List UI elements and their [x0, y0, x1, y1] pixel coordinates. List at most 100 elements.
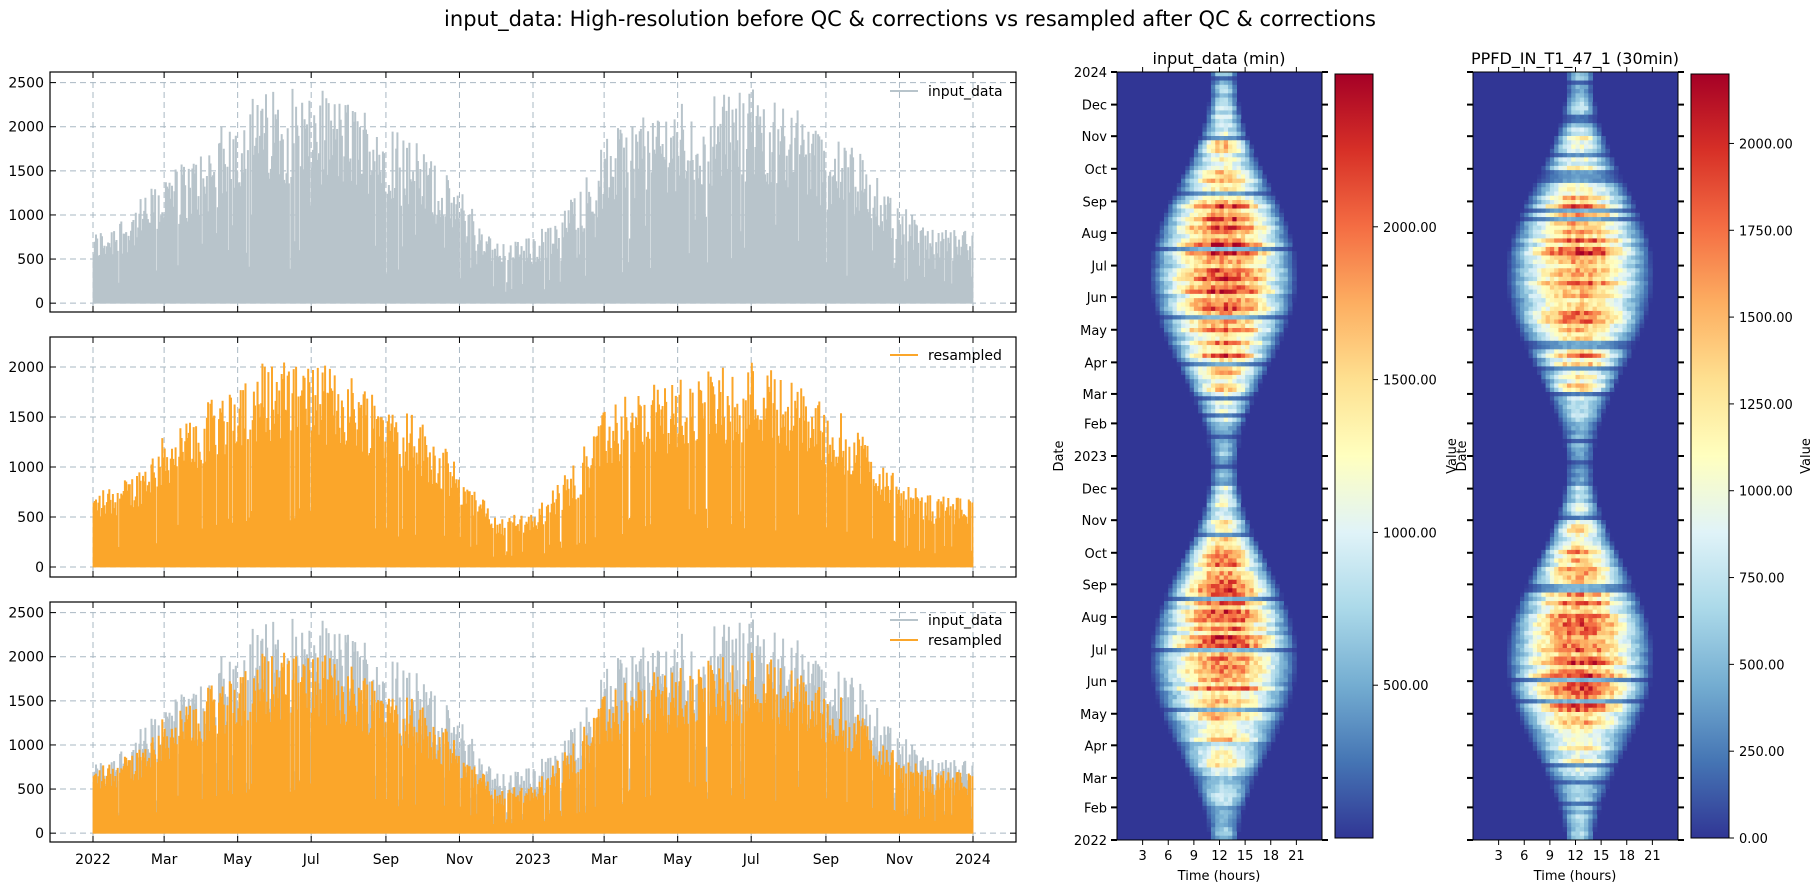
heatmap-cell: [1232, 157, 1237, 162]
heatmap-cell: [1232, 801, 1237, 807]
heatmap-cell: [1215, 383, 1220, 389]
heatmap-cell: [1206, 310, 1212, 316]
heatmap-cell: [1266, 204, 1272, 209]
heatmap-cell: [1592, 110, 1598, 116]
heatmap-cell: [1155, 626, 1161, 632]
heatmap-cell: [1283, 310, 1289, 316]
heatmap-cell: [1275, 699, 1280, 704]
heatmap-cell: [1176, 234, 1182, 239]
heatmap-cell: [1219, 136, 1225, 141]
ytick-label: 500: [17, 510, 44, 526]
heatmap-cell: [1618, 208, 1623, 214]
heatmap-cell: [1648, 276, 1653, 282]
heatmap-cell: [1605, 276, 1611, 282]
heatmap-cell: [1228, 332, 1233, 337]
heatmap-cell: [1257, 362, 1263, 367]
heatmap-cell: [1232, 831, 1237, 837]
heatmap-cell: [1287, 665, 1293, 670]
heatmap-cell: [1515, 242, 1521, 248]
heatmap-cell: [1236, 537, 1242, 542]
heatmap-cell: [1202, 229, 1208, 235]
heatmap-cell: [1202, 302, 1208, 308]
heatmap-cell: [1215, 669, 1220, 674]
heatmap-cell: [1524, 251, 1529, 256]
heatmap-cell: [1605, 178, 1611, 184]
heatmap-cell: [1210, 319, 1216, 325]
heatmap-cell: [1159, 656, 1165, 662]
heatmap-cell: [1519, 225, 1525, 231]
heatmap-cell: [1253, 229, 1259, 235]
heatmap-cell: [1219, 264, 1225, 269]
heatmap-cell: [1592, 178, 1598, 184]
heatmap-cell: [1541, 204, 1546, 209]
heatmap-cell: [1176, 293, 1182, 299]
heatmap-cell: [1537, 229, 1542, 235]
heatmap-cell: [1613, 217, 1619, 222]
heatmap-cell: [1185, 374, 1190, 380]
heatmap-cell: [1210, 285, 1216, 290]
heatmap-cell: [1202, 118, 1208, 124]
heatmap-cell: [1236, 178, 1242, 184]
heatmap-cell: [1206, 443, 1212, 448]
heatmap-cell: [1210, 601, 1216, 606]
heatmap-cell: [1236, 379, 1242, 384]
heatmap-cell: [1210, 729, 1216, 734]
heatmap-cell: [1228, 699, 1233, 704]
heatmap-cell: [1223, 780, 1229, 785]
heatmap-cell: [1151, 648, 1156, 653]
heatmap-cell: [1223, 302, 1229, 308]
heatmap-cell: [1236, 584, 1242, 589]
heatmap-cell: [1579, 161, 1585, 167]
heatmap-cell: [1210, 460, 1216, 465]
heatmap-cell: [1168, 234, 1173, 239]
heatmap-cell: [1266, 630, 1272, 636]
heatmap-cell: [1528, 251, 1534, 256]
heatmap-cell: [1545, 170, 1551, 175]
heatmap-cell: [1245, 204, 1250, 209]
heatmap-cell: [1210, 328, 1216, 333]
heatmap-cell: [1545, 200, 1551, 205]
heatmap-cell: [1609, 212, 1615, 218]
heatmap-cell: [1240, 801, 1246, 807]
heatmap-cell: [1185, 605, 1190, 610]
heatmap-cell: [1257, 712, 1263, 717]
heatmap-cell: [1240, 165, 1246, 171]
heatmap-cell: [1228, 579, 1233, 585]
heatmap-cell: [1549, 148, 1555, 154]
heatmap-cell: [1219, 353, 1225, 359]
heatmap-cell: [1253, 225, 1259, 231]
heatmap-cell: [1181, 592, 1186, 598]
heatmap-cell: [1219, 97, 1225, 103]
heatmap-cell: [1232, 281, 1237, 286]
heatmap-cell: [1596, 212, 1602, 218]
heatmap-cell: [1541, 178, 1546, 184]
heatmap-cell: [1283, 315, 1289, 320]
heatmap-cell: [1275, 281, 1280, 286]
heatmap-cell: [1202, 353, 1208, 359]
heatmap-cell: [1168, 656, 1173, 662]
heatmap-cell: [1210, 238, 1216, 244]
heatmap-cell: [1253, 234, 1259, 239]
heatmap-cell: [1219, 426, 1225, 431]
heatmap-cell: [1219, 566, 1225, 572]
heatmap-cell: [1198, 187, 1203, 192]
heatmap-cell: [1571, 255, 1576, 261]
heatmap-cell: [1232, 579, 1237, 585]
heatmap-cell: [1575, 144, 1581, 150]
heatmap-cell: [1223, 400, 1229, 406]
heatmap-cell: [1592, 123, 1598, 128]
heatmap-cell: [1172, 225, 1178, 231]
heatmap-cell: [1189, 306, 1195, 312]
heatmap-cell: [1210, 97, 1216, 103]
heatmap-cell: [1549, 157, 1555, 162]
heatmap-cell: [1592, 148, 1598, 154]
heatmap-cell: [1622, 212, 1628, 218]
heatmap-cell: [1189, 191, 1195, 197]
heatmap-cell: [1232, 618, 1237, 623]
heatmap-cell: [1579, 140, 1585, 145]
heatmap-cell: [1155, 686, 1161, 692]
heatmap-cell: [1198, 246, 1203, 252]
heatmap-cell: [1266, 332, 1272, 337]
heatmap-cell: [1232, 404, 1237, 410]
heatmap-cell: [1215, 477, 1220, 482]
